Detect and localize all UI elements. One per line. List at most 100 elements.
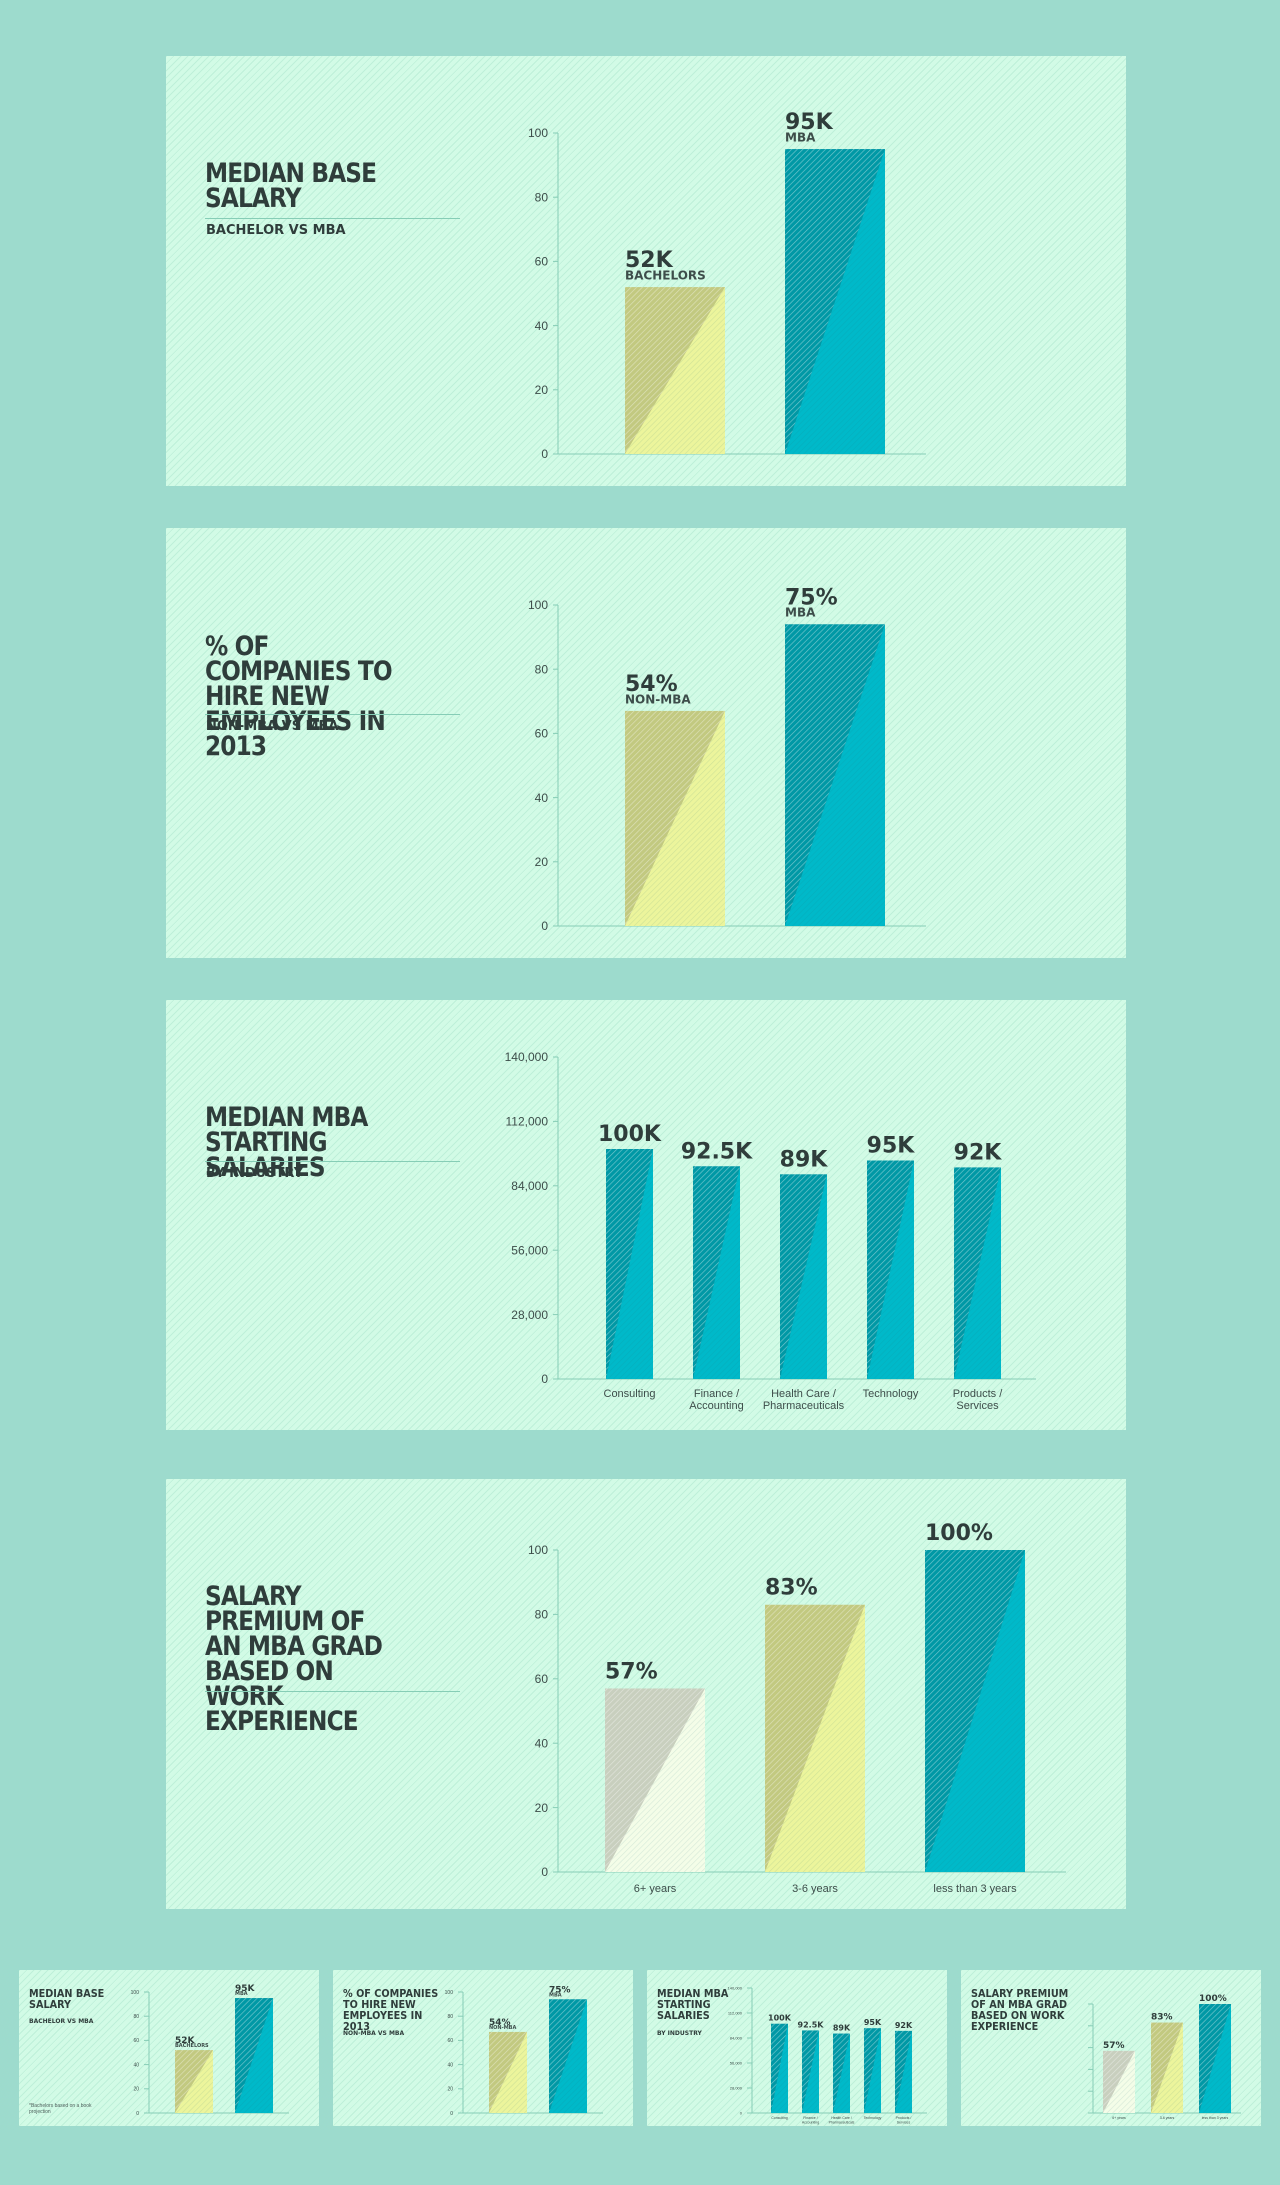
y-tick-label: 80 (535, 662, 549, 676)
y-tick-label: 60 (447, 2038, 453, 2044)
thumbnail-salary-premium[interactable]: SALARY PREMIUM OF AN MBA GRAD BASED ON W… (961, 1970, 1261, 2126)
title-divider (205, 1691, 460, 1692)
bar-highlight-hatch (605, 1688, 705, 1872)
bar-value-label: 75% (549, 1985, 571, 1995)
bar-value-label: 75% (785, 585, 838, 610)
bar-value-label: 100% (1199, 1994, 1227, 2004)
bar-category-label: NON-MBA (489, 2025, 516, 2031)
x-tick-label: Finance / (803, 2116, 817, 2120)
bar-highlight-hatch (785, 149, 885, 455)
y-tick-label: 60 (535, 727, 549, 741)
y-tick-label: 0 (740, 2110, 743, 2115)
y-tick-label: 140,000 (728, 1985, 743, 1990)
bar-group (489, 2031, 527, 2113)
x-tick-label: 3-6 years (1160, 2116, 1175, 2120)
y-tick-label: 40 (535, 1736, 549, 1750)
bar-group (785, 624, 885, 926)
y-tick-label: 28,000 (730, 2085, 743, 2090)
thumbnail-subtitle: BACHELOR VS MBA (29, 2018, 94, 2025)
bar-highlight-hatch (925, 1550, 1025, 1872)
y-tick-label: 80 (133, 2014, 139, 2020)
bar-highlight-hatch (693, 1166, 740, 1379)
y-tick-label: 20 (535, 383, 549, 397)
bar-group (1151, 2022, 1183, 2113)
y-tick-label: 80 (535, 190, 549, 204)
bar-group (895, 2030, 912, 2113)
y-tick-label: 100 (528, 126, 548, 140)
thumbnail-subtitle: BY INDUSTRY (657, 2030, 702, 2037)
y-tick-label: 20 (133, 2087, 139, 2093)
y-tick-label: 60 (535, 255, 549, 269)
y-tick-label: 40 (133, 2062, 139, 2068)
chart-card-companies-to-hire: % OF COMPANIES TO HIRE NEW EMPLOYEES IN … (166, 528, 1126, 958)
bar-group (605, 1688, 705, 1872)
bar-value-label: 83% (765, 1576, 818, 1601)
bar-value-label: 100K (598, 1122, 662, 1147)
bar-chart-salary-premium: 0 20 40 60 80 100 57% 6+ years 83% 3-6 years 100% l… (528, 1521, 1066, 1895)
x-tick-label: Consulting (771, 2116, 788, 2120)
bar-value-label: 92K (895, 2021, 913, 2030)
bar-group (802, 2030, 819, 2113)
y-tick-label: 84,000 (511, 1179, 548, 1193)
x-tick-label: less than 3 years (933, 1883, 1017, 1895)
thumbnail-title: MEDIAN MBA STARTING SALARIES (657, 1987, 729, 2022)
thumbnail-chart: 57% 6+ years 83% 3-6 years 100% less than 3 y… (1088, 1994, 1241, 2120)
y-tick-label: 40 (535, 791, 549, 805)
x-tick-label: Finance / (694, 1388, 740, 1400)
chart-subtitle: NON-MBA VS MBA (206, 719, 339, 734)
x-tick-label: Accounting (689, 1400, 743, 1412)
thumbnail-title: % OF COMPANIES TO HIRE NEW EMPLOYEES IN … (343, 1987, 439, 2033)
bar-highlight-hatch (175, 2050, 213, 2113)
x-tick-label: Pharmaceuticals (829, 2121, 855, 2125)
thumbnail-median-base-salary[interactable]: MEDIAN BASE SALARY BACHELOR VS MBA *Bach… (19, 1970, 319, 2126)
bar-value-label: 52K (175, 2036, 196, 2046)
thumbnail-footnote: *Bachelors based on a book projection (29, 2103, 92, 2115)
y-tick-label: 56,000 (730, 2060, 743, 2065)
bar-group (780, 1174, 827, 1379)
x-tick-label: 6+ years (1112, 2116, 1126, 2120)
thumbnail-chart: 0 20 40 60 80 100 54%NON-MBA 75%MBA (445, 1985, 603, 2117)
y-tick-label: 0 (450, 2111, 453, 2117)
y-tick-label: 0 (541, 919, 548, 933)
x-tick-label: Services (897, 2121, 911, 2125)
bar-group (625, 710, 725, 926)
y-tick-label: 20 (447, 2087, 453, 2093)
x-tick-label: Consulting (604, 1388, 656, 1400)
y-tick-label: 100 (131, 1990, 140, 1996)
thumbnail-companies-to-hire[interactable]: % OF COMPANIES TO HIRE NEW EMPLOYEES IN … (333, 1970, 633, 2126)
chart-title: SALARY PREMIUM OF AN MBA GRAD BASED ON W… (205, 1581, 383, 1737)
bar-group (235, 1998, 273, 2113)
y-tick-label: 60 (535, 1672, 549, 1686)
bar-group (175, 2050, 213, 2113)
bar-value-label: 57% (1103, 2041, 1125, 2051)
title-divider (205, 714, 460, 715)
bar-value-label: 54% (625, 672, 678, 697)
thumbnail-title: MEDIAN BASE SALARY (29, 1987, 105, 2011)
bar-category-label: MBA (549, 1992, 562, 1998)
bar-category-label: MBA (235, 1991, 248, 1997)
x-tick-label: Products / (953, 1388, 1003, 1400)
bar-category-label: MBA (785, 130, 816, 144)
bar-value-label: 92K (954, 1140, 1003, 1165)
bar-highlight-hatch (864, 2028, 881, 2113)
x-tick-label: Products / (896, 2116, 912, 2120)
y-tick-label: 112,000 (728, 2010, 743, 2015)
thumbnail-mba-starting-salaries[interactable]: MEDIAN MBA STARTING SALARIES BY INDUSTRY… (647, 1970, 947, 2126)
bar-value-label: 54% (489, 2018, 511, 2028)
y-tick-label: 56,000 (511, 1243, 548, 1257)
bar-highlight-hatch (1103, 2050, 1135, 2113)
bar-group (625, 287, 725, 454)
y-tick-label: 84,000 (730, 2035, 743, 2040)
chart-title: MEDIAN BASE SALARY (205, 158, 377, 214)
bar-group (1199, 2004, 1231, 2113)
bar-group (925, 1550, 1025, 1872)
bar-group (785, 149, 885, 455)
bar-chart-companies-to-hire: 0 20 40 60 80 100 54%NON-MBA 75%MBA (528, 585, 926, 933)
bar-value-label: 95K (864, 2018, 882, 2027)
bar-value-label: 92.5K (681, 1139, 753, 1164)
bar-highlight-hatch (771, 2023, 788, 2113)
bar-group (606, 1149, 653, 1379)
bar-group (765, 1604, 865, 1872)
bar-group (954, 1167, 1001, 1379)
